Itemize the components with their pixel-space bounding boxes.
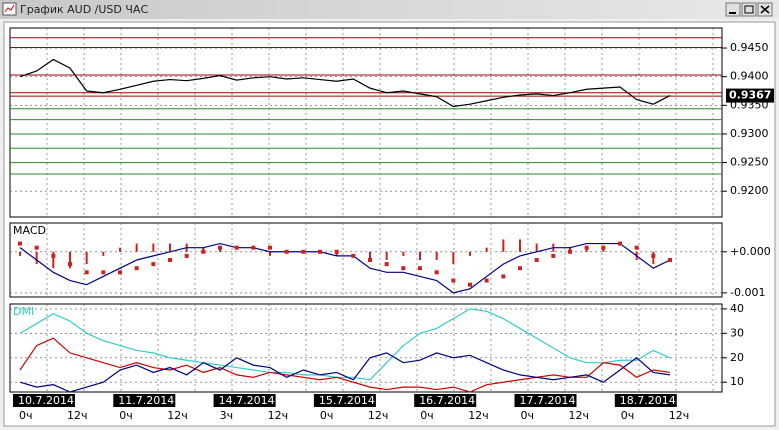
signal-dot (551, 253, 556, 258)
signal-dot (584, 245, 589, 250)
signal-dot (168, 258, 172, 262)
signal-dot (401, 266, 406, 271)
date-box (514, 394, 577, 407)
signal-dot (334, 249, 339, 254)
signal-dot (418, 266, 422, 271)
signal-dot (151, 262, 156, 267)
y-tick-label: -0.001 (730, 286, 765, 299)
hour-label: 12ч (67, 409, 88, 422)
signal-dot (451, 278, 456, 283)
price-tag-label: 0.9367 (729, 89, 771, 102)
signal-dot (634, 245, 639, 250)
date-label: 18.7.2014 (620, 394, 676, 407)
y-tick-label: 20 (730, 351, 744, 364)
signal-dot (434, 270, 439, 275)
y-tick-label: 0.9400 (730, 70, 769, 83)
signal-dot (568, 249, 572, 254)
y-tick-label: 10 (730, 375, 744, 388)
y-tick-label: +0.000 (730, 245, 771, 258)
signal-dot (84, 270, 89, 275)
signal-dot (368, 258, 372, 262)
signal-dot (268, 245, 272, 250)
hour-label: 3ч (220, 409, 234, 422)
series-line (19, 242, 671, 294)
hour-label: 12ч (368, 409, 389, 422)
signal-dot (201, 249, 206, 254)
y-tick-label: 0.9450 (730, 41, 769, 54)
series-line (19, 352, 671, 393)
min-button[interactable] (725, 2, 741, 17)
date-label: 15.7.2014 (319, 394, 375, 407)
signal-dot (218, 245, 222, 250)
signal-dot (618, 241, 622, 246)
signal-dot (284, 249, 289, 254)
panel-title: DMI (13, 305, 34, 318)
hour-label: 0ч (521, 409, 535, 422)
panel-title: MACD (13, 224, 46, 237)
signal-dot (51, 253, 56, 258)
signal-dot (234, 245, 239, 250)
signal-dot (184, 253, 189, 258)
date-label: 10.7.2014 (18, 394, 74, 407)
signal-dot (601, 245, 606, 250)
y-tick-label: 40 (730, 302, 744, 315)
y-tick-label: 0.9250 (730, 156, 769, 169)
hour-label: 0ч (320, 409, 334, 422)
y-tick-label: 0.9200 (730, 184, 769, 197)
title-bar (0, 0, 779, 19)
date-label: 16.7.2014 (419, 394, 475, 407)
signal-dot (68, 262, 72, 267)
panel (9, 222, 723, 298)
y-tick-label: 0.9300 (730, 127, 769, 140)
hour-label: 12ч (268, 409, 289, 422)
date-box (614, 394, 677, 407)
signal-dot (468, 282, 472, 287)
signal-dot (534, 258, 539, 262)
date-box (213, 394, 276, 407)
signal-dot (668, 258, 672, 262)
max-button[interactable] (741, 2, 757, 17)
signal-dot (18, 241, 22, 246)
series-line (19, 58, 671, 108)
signal-dot (134, 266, 139, 271)
date-box (414, 394, 477, 407)
date-box (113, 394, 176, 407)
hour-label: 12ч (669, 409, 690, 422)
date-label: 11.7.2014 (118, 394, 174, 407)
window-title: График AUD /USD ЧАС (20, 3, 148, 16)
hour-label: 12ч (569, 409, 590, 422)
hour-label: 12ч (468, 409, 489, 422)
series-line (19, 308, 671, 381)
signal-dot (318, 249, 322, 254)
date-label: 14.7.2014 (219, 394, 275, 407)
hour-label: 0ч (119, 409, 133, 422)
signal-dot (384, 262, 389, 267)
signal-dot (101, 270, 106, 275)
signal-dot (484, 278, 489, 283)
panel (9, 27, 723, 218)
hour-label: 0ч (420, 409, 434, 422)
date-box (313, 394, 376, 407)
signal-dot (301, 249, 306, 254)
signal-dot (651, 253, 656, 258)
signal-dot (118, 270, 122, 275)
signal-dot (251, 245, 256, 250)
date-label: 17.7.2014 (520, 394, 576, 407)
signal-dot (518, 266, 522, 271)
close-button[interactable] (757, 2, 773, 17)
price-tag (726, 88, 774, 103)
series-line (19, 337, 671, 393)
date-box (13, 394, 75, 407)
signal-dot (351, 253, 356, 258)
signal-dot (34, 245, 39, 250)
app-icon-glyph (4, 4, 15, 13)
hour-label: 0ч (621, 409, 635, 422)
hour-label: 0ч (19, 409, 33, 422)
signal-dot (501, 274, 506, 279)
hour-label: 12ч (167, 409, 188, 422)
y-tick-label: 30 (730, 326, 744, 339)
